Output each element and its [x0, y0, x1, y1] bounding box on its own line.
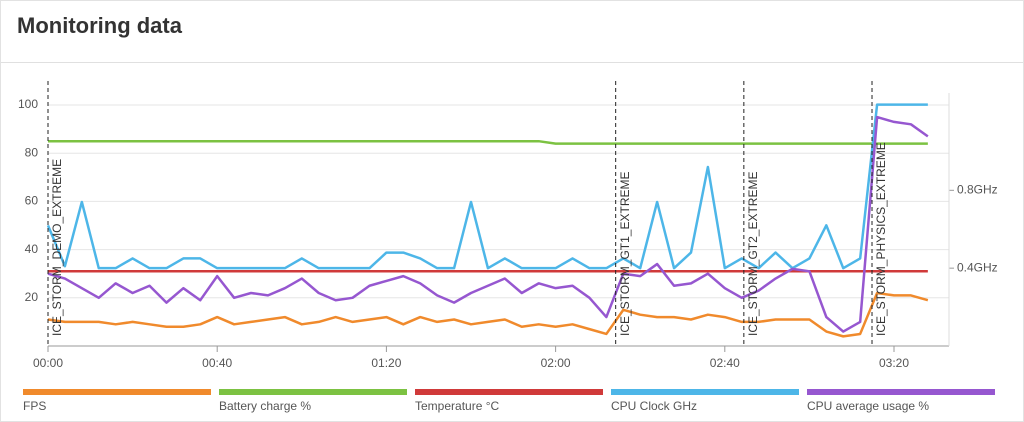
- annotation-label: ICE_STORM_DEMO_EXTREME: [50, 159, 64, 336]
- legend-label: Battery charge %: [219, 399, 311, 413]
- y-tick-label: 20: [25, 290, 39, 304]
- annotation-label: ICE_STORM_GT2_EXTREME: [746, 172, 760, 336]
- x-tick-label: 03:20: [879, 356, 909, 370]
- x-tick-label: 01:20: [371, 356, 401, 370]
- x-tick-label: 00:00: [33, 356, 63, 370]
- y-tick-label: 60: [25, 194, 39, 208]
- title: Monitoring data: [17, 13, 182, 38]
- annotation-label: ICE_STORM_PHYSICS_EXTREME: [874, 142, 888, 336]
- legend-label: FPS: [23, 399, 46, 413]
- series-line: [48, 139, 928, 145]
- x-tick-label: 02:40: [710, 356, 740, 370]
- series-line: [47, 115, 929, 333]
- y-tick-label: 80: [25, 145, 39, 159]
- y-tick-label: 100: [18, 97, 38, 111]
- x-tick-label: 02:00: [541, 356, 571, 370]
- y-tick-label: 40: [25, 242, 39, 256]
- legend-label: CPU average usage %: [807, 399, 929, 413]
- legend-swatch: [807, 389, 995, 395]
- legend-label: Temperature °C: [415, 399, 499, 413]
- legend-swatch: [23, 389, 211, 395]
- legend-swatch: [611, 389, 799, 395]
- x-tick-label: 00:40: [202, 356, 232, 370]
- legend-swatch: [219, 389, 407, 395]
- annotation-label: ICE_STORM_GT1_EXTREME: [618, 172, 632, 336]
- legend-swatch: [415, 389, 603, 395]
- series-line: [46, 103, 928, 270]
- series-line: [47, 291, 929, 338]
- legend-label: CPU Clock GHz: [611, 399, 697, 413]
- y2-tick-label: 0.4GHz: [957, 260, 998, 274]
- y2-tick-label: 0.8GHz: [957, 182, 998, 196]
- header: Monitoring data: [1, 1, 1023, 63]
